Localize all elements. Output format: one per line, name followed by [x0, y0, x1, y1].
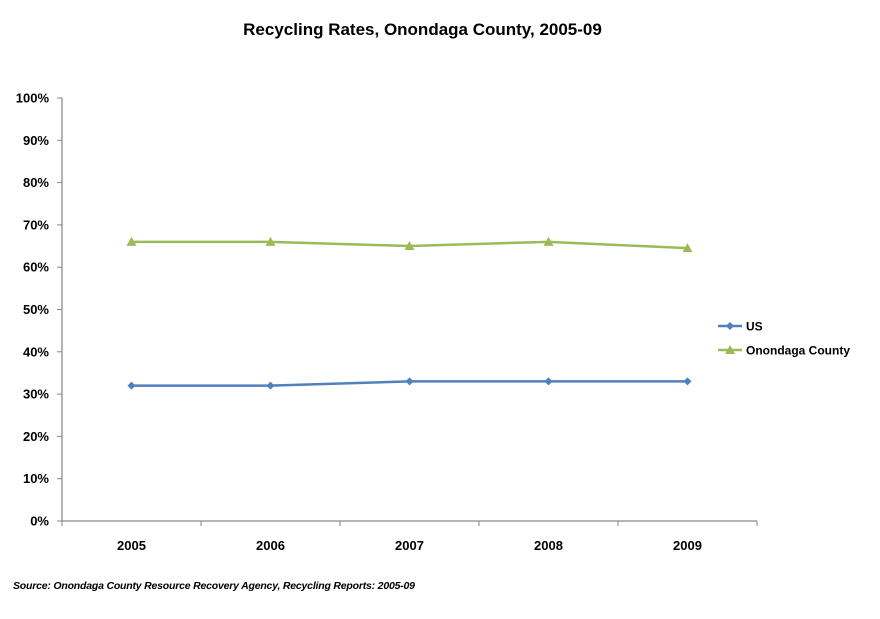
series-onondaga-county: [126, 236, 693, 253]
data-point: [265, 236, 276, 246]
y-tick-label: 100%: [16, 91, 50, 106]
y-tick-label: 80%: [23, 175, 49, 190]
data-point: [126, 236, 137, 246]
y-tick-label: 90%: [23, 133, 49, 148]
y-tick-label: 50%: [23, 302, 49, 317]
y-tick-label: 70%: [23, 217, 49, 232]
series-us: [127, 377, 692, 390]
data-point: [404, 241, 415, 251]
legend-marker: [726, 322, 734, 330]
y-tick-label: 10%: [23, 471, 49, 486]
axes: 0% 10% 20% 30% 40% 50% 60% 70% 80% 90% 100% 2005 200…: [16, 91, 758, 553]
data-point: [127, 381, 136, 390]
x-tick-label: 2005: [117, 538, 146, 553]
y-tick-label: 20%: [23, 429, 49, 444]
data-point: [544, 377, 553, 386]
x-tick-label: 2006: [256, 538, 285, 553]
x-tick-label: 2008: [534, 538, 563, 553]
legend: US Onondaga County: [718, 320, 850, 358]
legend-label: Onondaga County: [746, 344, 850, 358]
legend-marker: [725, 345, 735, 354]
x-tick-label: 2009: [673, 538, 702, 553]
chart-title: Recycling Rates, Onondaga County, 2005-0…: [243, 20, 602, 39]
data-point: [405, 377, 414, 386]
source-note: Source: Onondaga County Resource Recover…: [13, 580, 415, 592]
x-tick-label: 2007: [395, 538, 424, 553]
y-tick-label: 60%: [23, 260, 49, 275]
data-point: [266, 381, 275, 390]
data-point: [543, 236, 554, 246]
y-tick-label: 40%: [23, 344, 49, 359]
data-point: [683, 377, 692, 386]
series-layer: [126, 236, 693, 390]
y-tick-label: 30%: [23, 387, 49, 402]
legend-label: US: [746, 320, 763, 334]
y-tick-label: 0%: [30, 514, 49, 529]
legend-item: US: [718, 320, 763, 334]
legend-item: Onondaga County: [718, 344, 850, 358]
data-point: [682, 243, 693, 253]
